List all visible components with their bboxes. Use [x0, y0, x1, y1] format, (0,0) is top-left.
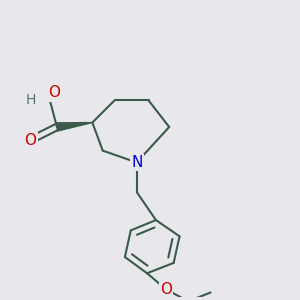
Text: O: O	[48, 85, 60, 100]
Polygon shape	[56, 122, 92, 131]
Text: H: H	[25, 93, 35, 107]
Text: O: O	[160, 282, 172, 297]
Text: N: N	[131, 155, 142, 170]
Text: O: O	[24, 133, 36, 148]
